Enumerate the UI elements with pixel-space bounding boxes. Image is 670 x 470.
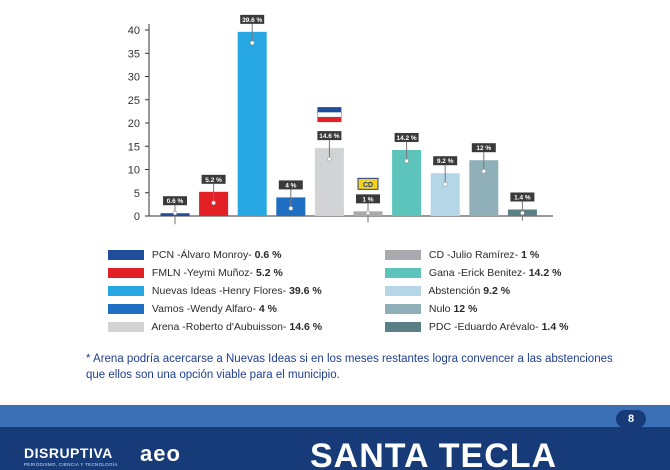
legend-value: 14.2 % — [528, 267, 562, 279]
data-label-box — [163, 196, 187, 206]
data-label-box — [471, 143, 496, 153]
label-dot — [172, 210, 178, 216]
label-dot — [288, 206, 294, 211]
y-tick-label: 15 — [128, 141, 140, 153]
brand-name: DISRUPTIVA — [24, 445, 113, 461]
data-label-box — [510, 192, 535, 202]
legend-item: PDC -Eduardo Arévalo- 1.4 % — [385, 320, 568, 334]
bar — [237, 31, 267, 216]
legend-value: 0.6 % — [254, 249, 282, 261]
y-tick-label: 25 — [128, 95, 140, 107]
arena-flag-stripe — [317, 111, 342, 118]
legend-value: 14.6 % — [289, 321, 323, 333]
legend-value: 1 % — [521, 249, 540, 261]
legend-label: Nulo — [428, 303, 451, 315]
y-tick-label: 20 — [128, 118, 140, 130]
legend-item: Nuevas Ideas -Henry Flores- 39.6 % — [108, 284, 322, 298]
legend-item: Vamos -Wendy Alfaro- 4 % — [108, 302, 277, 316]
data-label: 39.6 % — [242, 17, 262, 24]
arena-flag-icon — [317, 107, 342, 113]
legend-item: Gana -Erick Benitez- 14.2 % — [385, 266, 561, 280]
data-label-box — [201, 174, 226, 184]
data-label-box — [394, 132, 419, 142]
legend-item: CD -Julio Ramírez- 1 % — [385, 248, 539, 262]
label-dot — [365, 210, 371, 216]
label-dot — [249, 40, 255, 46]
label-dot — [442, 181, 448, 187]
data-label-box — [278, 180, 303, 190]
label-dot — [404, 158, 409, 164]
y-tick-label: 5 — [134, 188, 140, 200]
y-tick-label: 10 — [128, 165, 140, 177]
page-title: SANTA TECLA — [310, 437, 558, 470]
cd-logo-icon — [357, 177, 379, 190]
label-dot — [481, 168, 487, 174]
arena-flag-stripe — [317, 117, 342, 123]
data-label-box — [356, 194, 380, 204]
label-dot — [211, 200, 216, 206]
data-label: 12 % — [476, 145, 491, 152]
legend-value: 4 % — [258, 303, 278, 315]
legend-swatch — [385, 250, 421, 261]
y-tick-label: 35 — [128, 48, 140, 60]
data-label: 1 % — [362, 196, 373, 203]
data-label: 14.2 % — [396, 135, 416, 142]
legend-label: PCN -Álvaro Monroy- — [151, 249, 252, 261]
footnote: * Arena podría acercarse a Nuevas Ideas … — [86, 353, 613, 381]
legend-value: 9.2 % — [483, 285, 511, 297]
legend-swatch — [385, 322, 421, 333]
footer-banner: DISRUPTIVA PERIODISMO, CIENCIA Y TECNOLO… — [0, 405, 670, 470]
legend-swatch — [108, 286, 144, 297]
legend-label: FMLN -Yeymi Muñoz- — [151, 267, 254, 279]
legend-label: CD -Julio Ramírez- — [428, 249, 519, 261]
data-label-box — [317, 131, 342, 141]
legend-value: 39.6 % — [289, 285, 322, 297]
legend-label: Gana -Erick Benitez- — [428, 267, 526, 279]
legend-value: 1.4 % — [541, 321, 569, 333]
brand-tagline: PERIODISMO, CIENCIA Y TECNOLOGÍA — [24, 462, 118, 467]
legend-swatch — [108, 322, 144, 333]
legend-item: Abstención 9.2 % — [385, 284, 510, 298]
label-dot — [327, 156, 332, 162]
legend-swatch — [108, 268, 144, 279]
data-label: 0.6 % — [167, 198, 184, 205]
legend-label: Arena -Roberto d'Aubuisson- — [151, 321, 287, 333]
legend-swatch — [108, 250, 144, 261]
bar-chart: 0 5 10 15 20 25 30 35 40 0.6 % 5.2 % 39.6 % 4 % 14.6 … — [128, 14, 553, 225]
label-dot — [520, 210, 525, 216]
legend-label: PDC -Eduardo Arévalo- — [428, 321, 539, 333]
data-label-box — [240, 14, 265, 24]
legend-label: Nuevas Ideas -Henry Flores- — [151, 285, 287, 297]
page-number: 8 — [616, 410, 646, 428]
aeo-logo-icon: aeo — [140, 441, 181, 466]
data-label-box — [433, 156, 458, 166]
data-label: 14.6 % — [319, 133, 339, 140]
legend-item: PCN -Álvaro Monroy- 0.6 % — [108, 248, 281, 262]
data-label: 5.2 % — [205, 177, 222, 184]
footer-band — [0, 405, 670, 427]
legend-swatch — [385, 286, 421, 297]
legend-swatch — [108, 304, 144, 315]
data-label: 9.2 % — [437, 158, 454, 165]
legend-label: Vamos -Wendy Alfaro- — [151, 303, 256, 315]
data-label: 1.4 % — [514, 194, 531, 201]
legend-swatch — [385, 304, 421, 315]
legend-value: 12 % — [453, 303, 478, 315]
y-tick-label: 30 — [128, 72, 140, 84]
data-label: 4 % — [285, 182, 296, 189]
legend-item: Arena -Roberto d'Aubuisson- 14.6 % — [108, 320, 322, 334]
y-tick-label: 40 — [128, 25, 140, 37]
legend-item: Nulo 12 % — [385, 302, 477, 316]
cd-logo-text: CD — [363, 182, 373, 189]
legend-label: Abstención — [428, 285, 481, 297]
legend-value: 5.2 % — [255, 267, 283, 279]
legend-item: FMLN -Yeymi Muñoz- 5.2 % — [108, 266, 283, 280]
legend-swatch — [385, 268, 421, 279]
y-tick-label: 0 — [134, 211, 140, 223]
